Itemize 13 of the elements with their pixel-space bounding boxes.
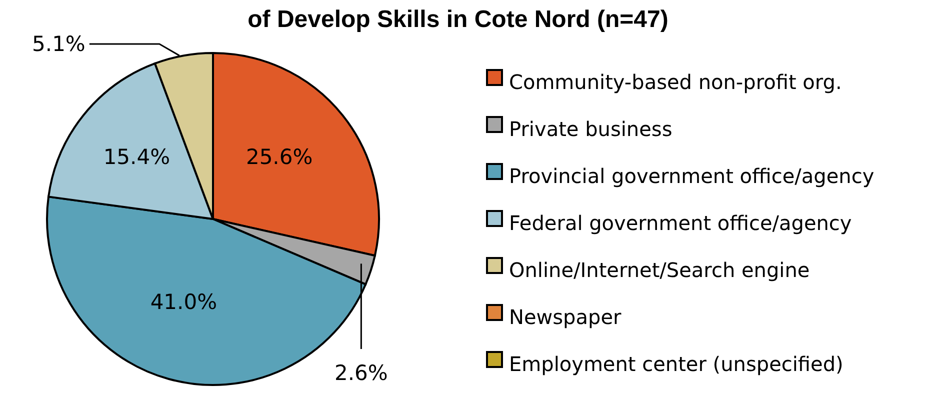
legend-label: Community-based non-profit org.	[509, 70, 842, 94]
data-label: 5.1%	[32, 32, 86, 56]
legend-label: Provincial government office/agency	[509, 164, 874, 188]
data-label: 2.6%	[334, 361, 388, 385]
legend-label: Employment center (unspecified)	[509, 352, 844, 376]
data-label: 25.6%	[246, 145, 313, 170]
legend-label: Online/Internet/Search engine	[509, 258, 810, 282]
legend-label: Federal government office/agency	[509, 210, 852, 234]
data-label: 41.0%	[150, 290, 218, 314]
legend-label: Private business	[509, 116, 672, 140]
legend-label: Newspaper	[509, 304, 622, 328]
chart-title: of Develop Skills in Cote Nord (n=47)	[248, 6, 668, 33]
data-label: 15.4%	[103, 145, 170, 170]
